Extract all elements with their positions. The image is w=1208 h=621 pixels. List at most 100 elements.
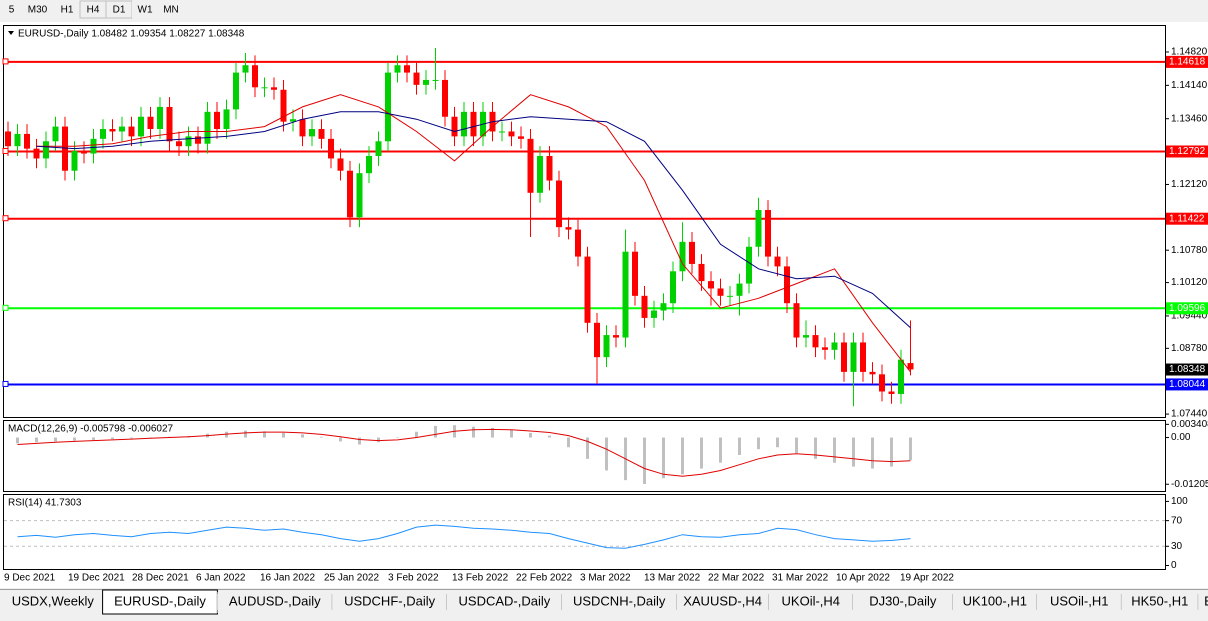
candle-body	[575, 229, 581, 257]
date-label: 10 Apr 2022	[836, 573, 890, 584]
tab[interactable]	[676, 592, 769, 613]
candle-body	[565, 227, 572, 230]
tab-label[interactable]: HK50-,H1	[1131, 593, 1188, 608]
candle-body	[109, 129, 116, 132]
timeframe-label[interactable]: 5	[9, 5, 15, 16]
tab-label[interactable]: USOil-,H1	[1050, 593, 1109, 608]
tab[interactable]	[1198, 592, 1208, 613]
header-arrow	[8, 31, 14, 35]
candle-body	[33, 148, 40, 159]
candle-body	[736, 283, 743, 296]
timeframe-label[interactable]: M30	[28, 5, 48, 16]
candle-body	[698, 263, 705, 282]
tab[interactable]	[3, 592, 103, 613]
tab-label[interactable]: DJ30-,Daily	[869, 593, 937, 608]
timeframe-button[interactable]	[158, 1, 184, 18]
macd-bar	[263, 431, 266, 438]
candle-body	[138, 116, 144, 137]
macd-bar	[92, 437, 95, 440]
timeframe-label[interactable]: MN	[163, 5, 179, 16]
timeframe-label[interactable]: H4	[87, 5, 100, 16]
tab-label[interactable]: AUDUSD-,Daily	[229, 593, 321, 608]
candle-body	[394, 65, 401, 73]
tab[interactable]	[952, 592, 1037, 613]
tab[interactable]	[1037, 592, 1122, 613]
candle-body	[413, 72, 420, 85]
tab-label[interactable]: USDX,Weekly	[12, 593, 95, 608]
level-handle[interactable]	[2, 147, 9, 154]
tab-label[interactable]: UKOil-,H4	[782, 593, 841, 608]
macd-bar	[776, 437, 779, 448]
macd-bar	[111, 437, 114, 440]
tab-label[interactable]: UK100-,H1	[963, 593, 1027, 608]
date-label: 25 Jan 2022	[324, 573, 379, 584]
candle-body	[508, 131, 515, 137]
tab[interactable]	[102, 589, 218, 615]
candle-body	[651, 310, 657, 318]
ma-fast	[36, 94, 911, 373]
tab-label[interactable]: XAUUSD-,H4	[683, 593, 762, 608]
macd-bar	[149, 437, 152, 439]
macd-bar	[377, 437, 380, 443]
candle-body	[147, 116, 154, 130]
macd-bar	[681, 437, 684, 475]
tab[interactable]	[332, 592, 447, 613]
timeframe-label[interactable]: W1	[138, 5, 153, 16]
level-handle[interactable]	[2, 304, 9, 311]
current-price-box	[1166, 363, 1208, 376]
tab-label[interactable]: USDCAD-,Daily	[459, 593, 551, 608]
candle-body	[242, 65, 249, 73]
tab[interactable]	[561, 592, 677, 613]
candle-body	[660, 303, 667, 311]
date-label: 9 Dec 2021	[4, 573, 56, 584]
candle-body	[14, 133, 21, 147]
level-handle[interactable]	[2, 380, 9, 387]
candle-body	[5, 131, 11, 147]
candle-body	[119, 126, 125, 132]
candle-body	[195, 136, 201, 144]
candle-body	[822, 347, 828, 350]
level-handle[interactable]	[2, 58, 9, 65]
date-label: 28 Dec 2021	[132, 573, 189, 584]
tab[interactable]	[217, 592, 333, 613]
timeframe-button[interactable]	[2, 1, 21, 18]
candle-body	[423, 79, 429, 85]
chart-area	[0, 22, 1208, 588]
timeframe-label[interactable]: D1	[113, 5, 126, 16]
macd-bar	[415, 431, 418, 438]
candle-body	[204, 111, 211, 144]
timeframe-label[interactable]: H1	[61, 5, 74, 16]
tab-label[interactable]: USDCNH-,Daily	[573, 593, 666, 608]
candle-body	[261, 87, 268, 89]
tab[interactable]	[447, 592, 562, 613]
candle-body	[670, 271, 676, 304]
tab-label[interactable]: EURUSD-,Daily	[114, 593, 206, 608]
candle-body	[622, 251, 629, 338]
tab[interactable]	[853, 592, 953, 613]
candle-body	[432, 79, 439, 81]
macd-bar	[16, 437, 19, 444]
macd-bar	[567, 437, 570, 448]
candle-body	[318, 129, 325, 139]
level-handle[interactable]	[2, 215, 9, 222]
date-label: 19 Apr 2022	[900, 573, 954, 584]
tab-label[interactable]: EU	[1204, 593, 1208, 608]
date-label: 22 Mar 2022	[708, 573, 765, 584]
macd-bar	[662, 437, 665, 479]
timeframe-button[interactable]	[132, 1, 158, 18]
tab-label[interactable]: USDCHF-,Daily	[344, 593, 436, 608]
tab[interactable]	[768, 592, 853, 613]
macd-tick-label: -0.012058	[1171, 479, 1208, 490]
candle-body	[556, 180, 562, 228]
rsi-tick-label: 100	[1171, 496, 1188, 507]
candle-body	[537, 156, 543, 193]
candle-body	[157, 106, 163, 130]
timeframe-button[interactable]	[54, 1, 80, 18]
candle-body	[860, 342, 866, 372]
candle-body	[641, 295, 648, 318]
candle-body	[90, 138, 97, 154]
timeframe-button[interactable]	[21, 1, 54, 18]
tab[interactable]	[1121, 592, 1199, 613]
candle-body	[166, 106, 173, 142]
